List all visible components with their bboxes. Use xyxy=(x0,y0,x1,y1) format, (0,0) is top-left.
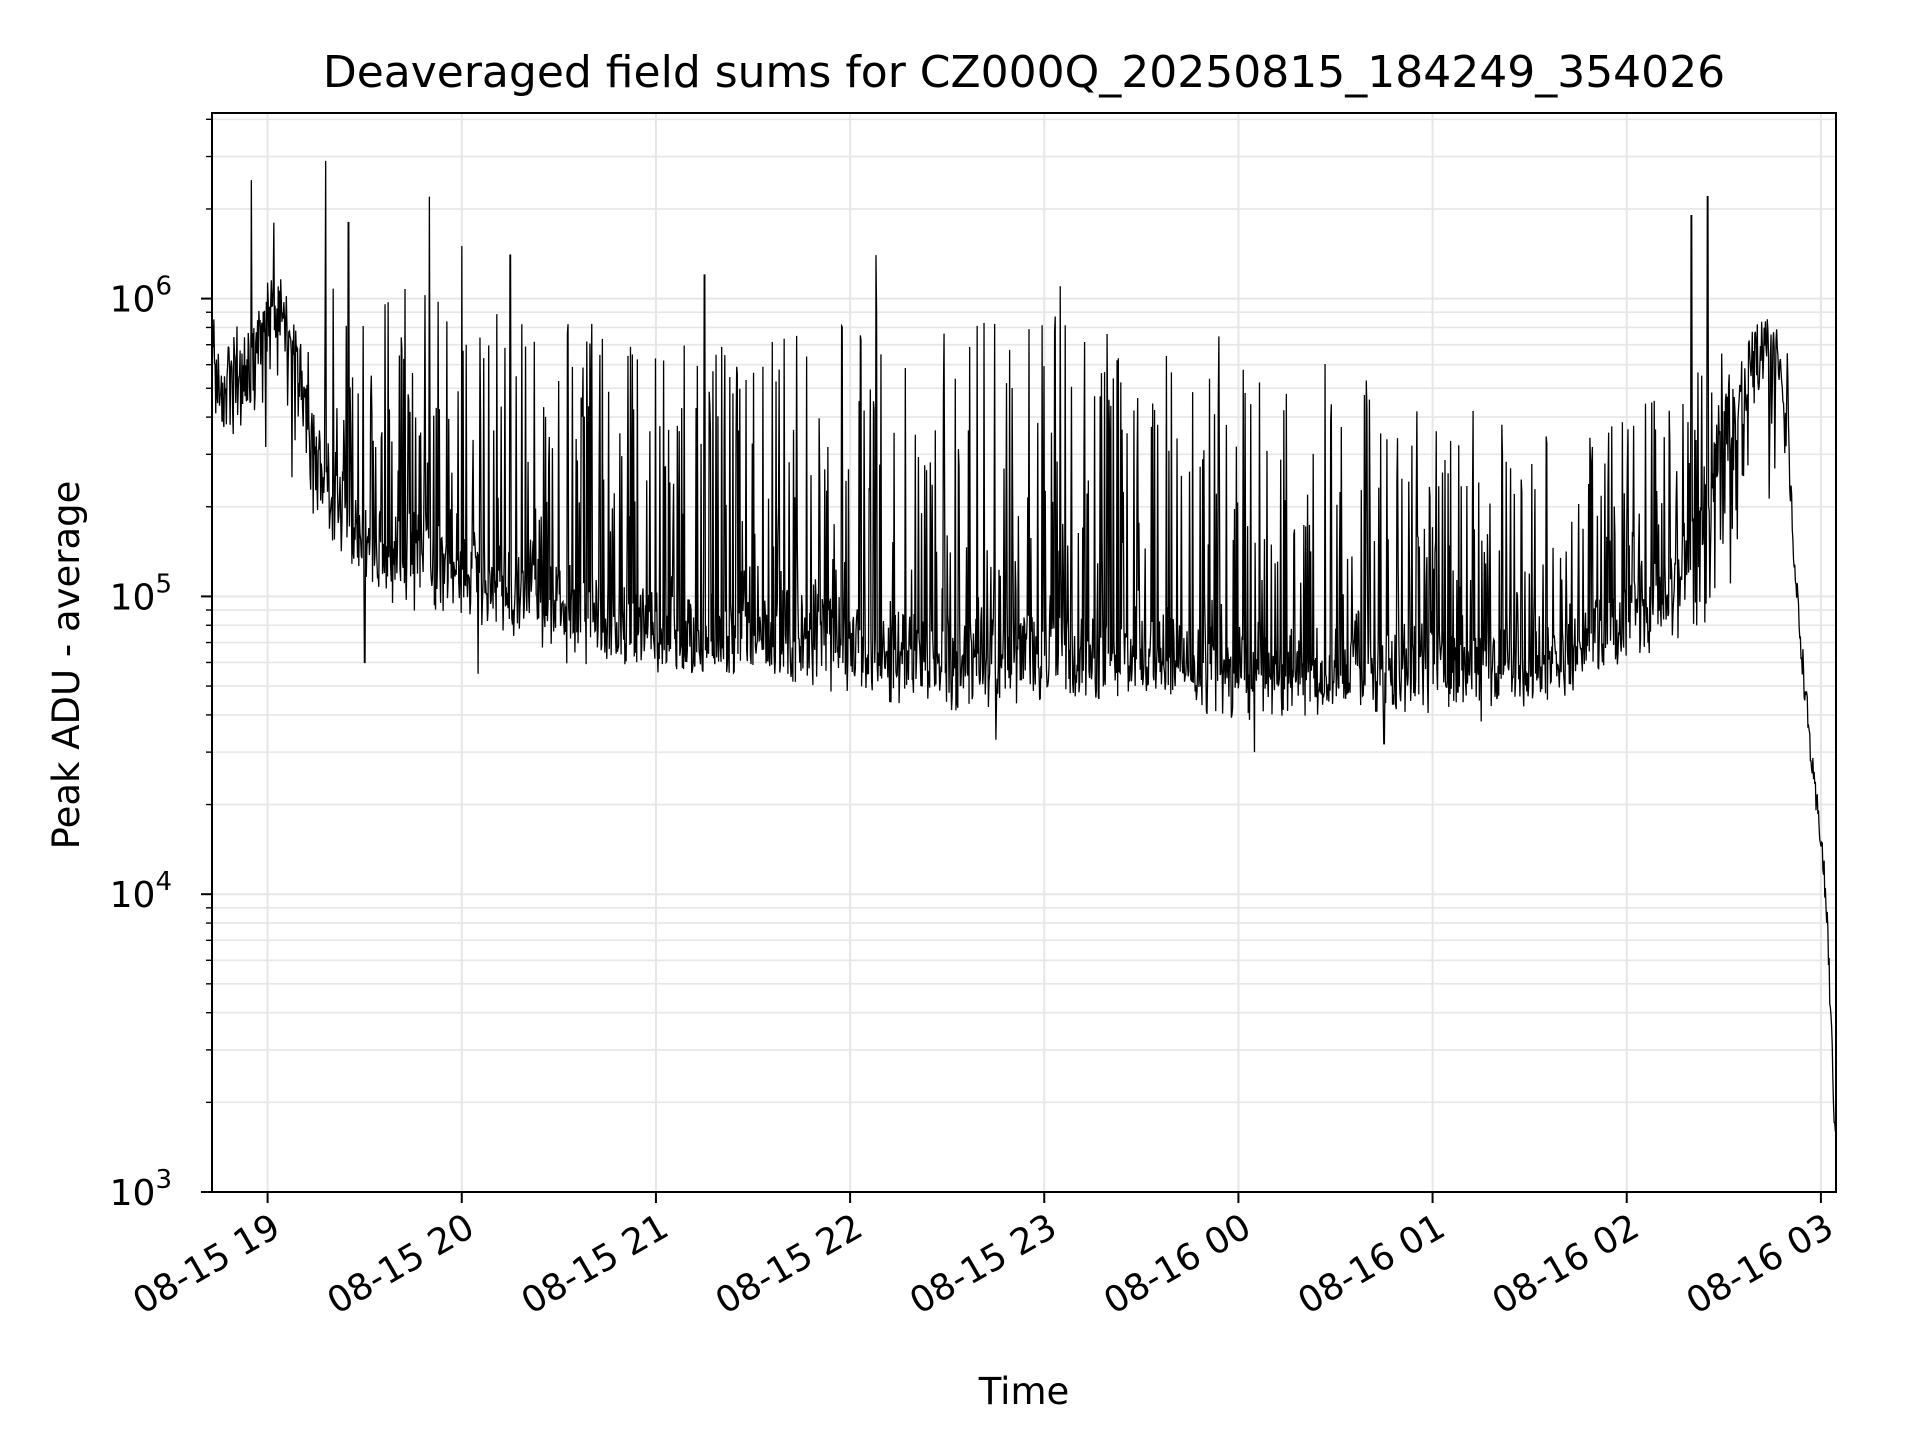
y-tick-label: 104 xyxy=(110,867,172,916)
data-layer xyxy=(211,160,1837,1132)
y-axis-label: Peak ADU - average xyxy=(45,481,88,850)
y-tick-label: 105 xyxy=(110,569,172,618)
y-tick-label: 103 xyxy=(110,1165,172,1214)
plot-frame xyxy=(211,112,1837,1193)
series-line xyxy=(211,160,1837,1132)
x-axis-label: Time xyxy=(978,1370,1070,1413)
chart-title: Deaveraged field sums for CZ000Q_2025081… xyxy=(323,47,1725,98)
grid xyxy=(212,113,1836,1193)
y-axis: 103 104 105 106 xyxy=(110,118,212,1214)
y-tick-label: 106 xyxy=(110,272,172,321)
